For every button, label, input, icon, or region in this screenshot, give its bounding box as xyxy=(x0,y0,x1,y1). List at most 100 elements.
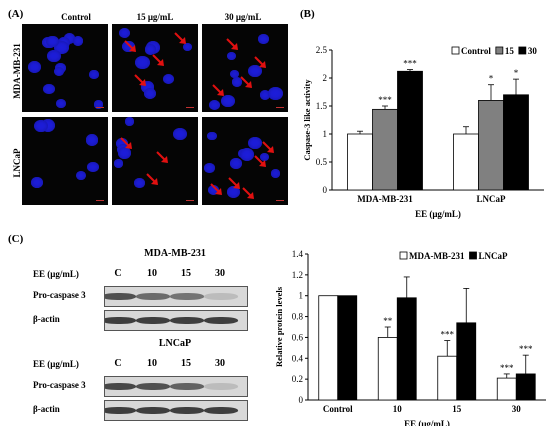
beta-actin-label: β-actin xyxy=(33,314,60,324)
x-tick-label: LNCaP xyxy=(477,194,507,204)
micrograph xyxy=(22,117,108,205)
protein-band xyxy=(136,383,170,390)
ee-label: EE (μg/mL) xyxy=(33,359,79,369)
protein-band xyxy=(105,407,136,414)
protein-band xyxy=(105,383,136,390)
protein-band xyxy=(136,317,170,324)
nucleus xyxy=(270,168,281,178)
blot-strip xyxy=(104,400,248,421)
col-header-control: Control xyxy=(61,12,91,22)
bar xyxy=(347,133,373,191)
lane-label: 10 xyxy=(147,268,157,279)
blot-strip xyxy=(104,376,248,397)
protein-band xyxy=(170,383,204,390)
x-tick-label: 15 xyxy=(452,404,462,414)
nucleus xyxy=(248,137,262,149)
nucleus xyxy=(85,134,99,146)
y-tick-label: 1.2 xyxy=(292,270,303,280)
bar xyxy=(496,377,517,401)
pro-caspase-label: Pro-caspase 3 xyxy=(33,380,86,390)
nucleus xyxy=(134,178,145,188)
protein-band xyxy=(136,293,170,300)
legend-swatch xyxy=(469,251,477,260)
nucleus xyxy=(113,159,124,168)
y-tick-label: 1 xyxy=(299,291,304,301)
nucleus xyxy=(144,44,157,55)
lane-label: 15 xyxy=(181,358,191,369)
red-arrow-icon xyxy=(174,32,186,44)
significance-label: * xyxy=(489,74,494,84)
nucleus xyxy=(135,56,150,70)
lane-label: 15 xyxy=(181,268,191,279)
bar xyxy=(396,297,417,401)
nucleus xyxy=(63,32,76,44)
nucleus xyxy=(86,161,99,173)
red-arrow-icon xyxy=(152,54,164,66)
panel-b-label: (B) xyxy=(300,8,315,20)
nucleus xyxy=(53,66,64,76)
nucleus xyxy=(124,117,135,126)
nucleus xyxy=(226,186,240,199)
bar xyxy=(377,337,398,401)
nucleus xyxy=(55,98,66,108)
lane-label: 30 xyxy=(215,268,225,279)
red-arrow-icon xyxy=(134,74,146,86)
caspase-activity-chart: 0 0.5 1 1.5 2 2.5 MDA-MB-231 *** *** LNCaP * * EE (μ… xyxy=(302,45,544,219)
protein-levels-chart: 0 0.2 0.4 0.6 0.8 1 1.2 1.4 Control 10 ** 15 *** 30 **… xyxy=(274,249,546,426)
micrograph xyxy=(22,24,108,112)
red-arrow-icon xyxy=(254,56,266,68)
ee-label: EE (μg/mL) xyxy=(33,269,79,279)
micrograph xyxy=(112,24,198,112)
protein-band xyxy=(170,317,204,324)
lane-label: C xyxy=(114,268,122,279)
blot-title: MDA-MB-231 xyxy=(144,248,206,259)
nucleus xyxy=(204,163,216,174)
x-tick-label: Control xyxy=(323,404,353,414)
nucleus xyxy=(115,138,128,150)
nucleus xyxy=(118,147,132,159)
legend-swatch xyxy=(495,46,504,55)
protein-band xyxy=(170,293,204,300)
bar xyxy=(437,355,458,401)
nucleus xyxy=(258,34,269,44)
legend-label: Control xyxy=(461,46,491,56)
legend-label: LNCaP xyxy=(479,251,509,261)
nucleus xyxy=(72,36,84,46)
x-axis-label: EE (μg/mL) xyxy=(404,419,450,426)
scale-bar xyxy=(186,200,194,201)
nucleus xyxy=(231,77,243,87)
y-tick-label: 0.5 xyxy=(316,157,328,167)
scale-bar xyxy=(276,200,284,201)
nucleus xyxy=(259,90,271,100)
bar xyxy=(478,100,504,191)
protein-band xyxy=(204,317,238,324)
y-tick-label: 1.4 xyxy=(292,249,304,259)
significance-label: *** xyxy=(441,330,455,340)
protein-band xyxy=(105,293,136,300)
y-tick-label: 0.8 xyxy=(292,312,304,322)
red-arrow-icon xyxy=(210,183,222,195)
nucleus xyxy=(144,87,157,99)
bar xyxy=(318,295,339,401)
x-tick-label: 30 xyxy=(512,404,522,414)
blot-strip xyxy=(104,310,248,331)
micrograph xyxy=(202,24,288,112)
nucleus xyxy=(46,35,59,47)
legend-swatch xyxy=(399,251,408,260)
nucleus xyxy=(75,171,86,181)
nucleus xyxy=(172,127,187,141)
pro-caspase-label: Pro-caspase 3 xyxy=(33,290,86,300)
significance-label: *** xyxy=(403,59,417,69)
legend-label: 15 xyxy=(505,46,515,56)
y-tick-label: 2 xyxy=(323,73,328,83)
protein-band xyxy=(204,383,238,390)
legend-label: MDA-MB-231 xyxy=(409,251,465,261)
blot-title: LNCaP xyxy=(158,338,192,349)
y-tick-label: 0 xyxy=(323,185,328,195)
scale-bar xyxy=(276,107,284,108)
row-label-lncap: LNCaP xyxy=(12,148,22,178)
red-arrow-icon xyxy=(146,173,158,185)
red-arrow-icon xyxy=(262,141,274,153)
nucleus xyxy=(27,61,41,74)
legend-swatch xyxy=(518,46,527,55)
